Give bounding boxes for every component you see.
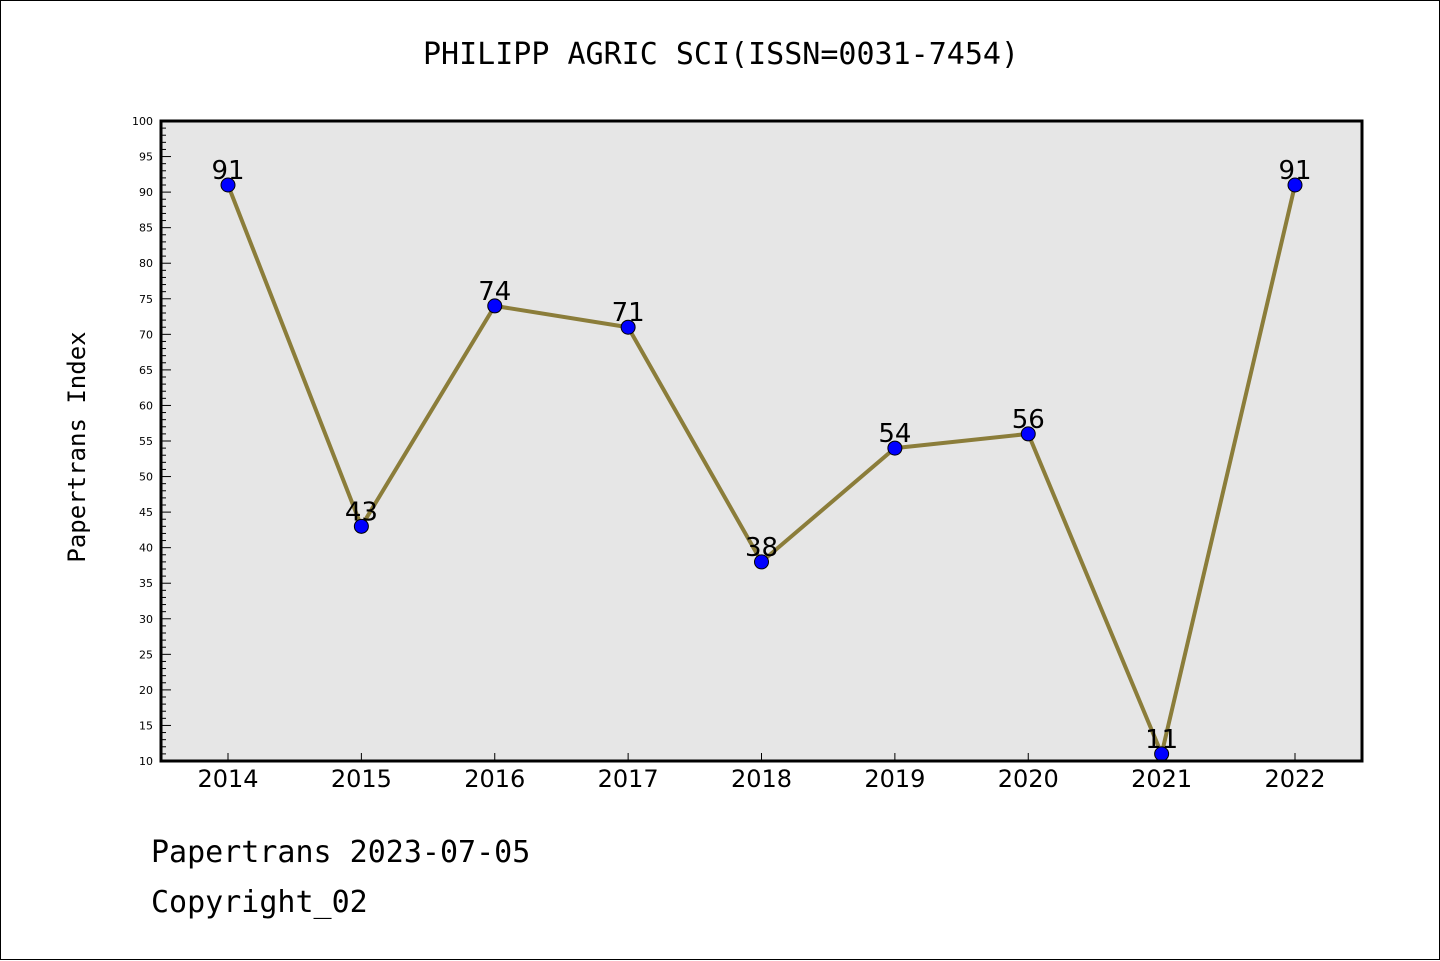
data-label: 71 xyxy=(612,298,645,328)
data-point xyxy=(487,298,503,314)
data-label: 38 xyxy=(745,533,778,563)
y-tick-label: 70 xyxy=(139,328,153,341)
data-point xyxy=(887,440,903,456)
y-tick-label: 50 xyxy=(139,471,153,484)
plot-area xyxy=(161,121,1362,761)
y-tick-label: 80 xyxy=(139,257,153,270)
x-tick-label: 2019 xyxy=(864,765,925,793)
data-point xyxy=(220,177,236,193)
data-point xyxy=(754,554,769,570)
x-tick-label: 2016 xyxy=(464,765,525,793)
data-point xyxy=(1287,177,1303,193)
data-label: 11 xyxy=(1145,725,1178,755)
data-label: 74 xyxy=(478,277,511,307)
y-tick-label: 45 xyxy=(139,506,153,519)
data-label-group: 91 43 74 71 38 54 56 11 91 xyxy=(211,156,1311,755)
y-tick-label: 95 xyxy=(139,151,153,164)
y-tick-label: 60 xyxy=(139,399,153,412)
x-tick-label: 2017 xyxy=(598,765,659,793)
x-tick-label: 2015 xyxy=(331,765,392,793)
y-tick-label: 30 xyxy=(139,613,153,626)
data-label: 56 xyxy=(1012,405,1045,435)
x-tick-label: 2020 xyxy=(998,765,1059,793)
y-tick-label: 10 xyxy=(139,755,153,768)
y-tick-label: 20 xyxy=(139,684,153,697)
footer-copyright: Copyright_02 xyxy=(151,885,368,920)
data-point xyxy=(1020,426,1036,442)
y-tick-label: 55 xyxy=(139,435,153,448)
data-label: 91 xyxy=(1278,156,1311,186)
y-axis: 10 15 20 25 30 35 40 45 50 55 60 65 70 75 80 85 90 95 100 xyxy=(132,115,171,768)
x-tick-label: 2014 xyxy=(197,765,258,793)
y-tick-label: 65 xyxy=(139,364,153,377)
chart-title: PHILIPP AGRIC SCI(ISSN=0031-7454) xyxy=(422,37,1020,72)
x-tick-label: 2021 xyxy=(1131,765,1192,793)
data-label: 91 xyxy=(211,156,244,186)
y-tick-label: 40 xyxy=(139,542,153,555)
x-tick-label: 2022 xyxy=(1264,765,1325,793)
data-label: 43 xyxy=(345,497,378,527)
data-point xyxy=(353,518,369,534)
y-tick-label: 25 xyxy=(139,648,153,661)
x-axis: 2014 2015 2016 2017 2018 2019 2020 2021 2022 xyxy=(197,753,1326,793)
x-tick-label: 2018 xyxy=(731,765,792,793)
y-tick-label: 15 xyxy=(139,719,153,732)
footer-date: Papertrans 2023-07-05 xyxy=(151,835,531,870)
plot-border xyxy=(159,119,1364,763)
y-tick-label: 75 xyxy=(139,293,153,306)
data-label: 54 xyxy=(878,419,911,449)
y-tick-label: 85 xyxy=(139,222,153,235)
y-tick-label: 100 xyxy=(132,115,153,128)
y-tick-label: 35 xyxy=(139,577,153,590)
data-point xyxy=(620,319,636,335)
marker-group xyxy=(220,177,1303,762)
y-tick-label: 90 xyxy=(139,186,153,199)
